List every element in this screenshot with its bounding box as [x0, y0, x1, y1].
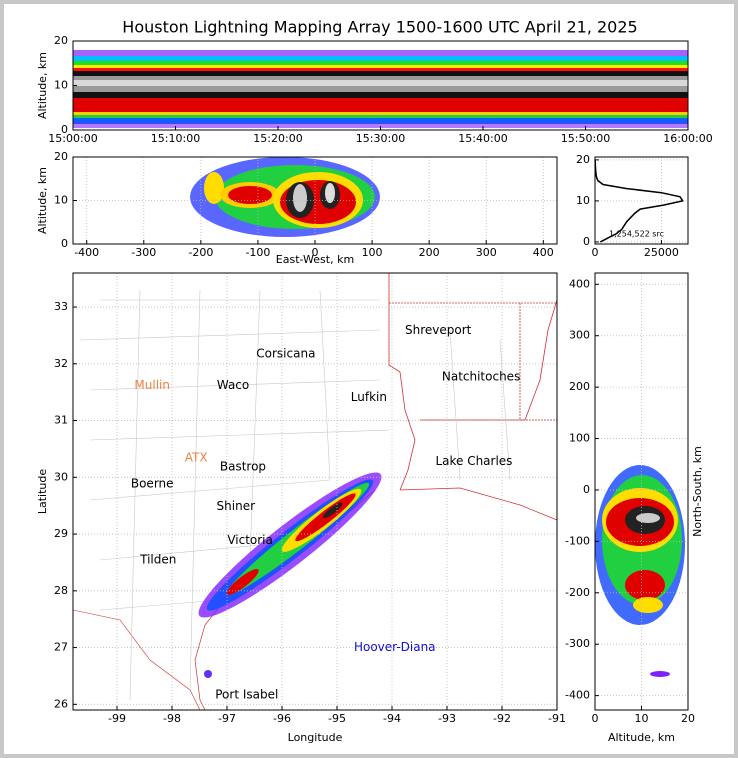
y-tick-label: 26 — [54, 697, 68, 710]
y-tick-label: 33 — [54, 300, 68, 313]
x-tick-label: -92 — [493, 712, 511, 725]
axes-frame — [72, 272, 558, 711]
place-label: Shreveport — [405, 323, 472, 337]
y-tick-label: 30 — [54, 470, 68, 483]
y-tick-label: 20 — [54, 34, 68, 47]
place-label: Corsicana — [256, 347, 315, 361]
altitude-profile — [594, 159, 684, 243]
place-label: Waco — [217, 378, 249, 392]
x-tick-label: 20 — [681, 712, 695, 725]
y-tick-label: -300 — [565, 637, 590, 650]
x-tick-label: -300 — [131, 246, 156, 259]
time-height-density — [73, 41, 688, 130]
x-tick-label: -98 — [163, 712, 181, 725]
x-tick-label: 0 — [592, 246, 599, 259]
place-label: Hoover-Diana — [354, 640, 436, 654]
x-tick-label: 10 — [635, 712, 649, 725]
x-tick-label: -96 — [273, 712, 291, 725]
y-tick-label: 100 — [569, 432, 590, 445]
y-tick-label: 0 — [61, 123, 68, 136]
y-tick-label: 200 — [569, 380, 590, 393]
y-tick-label: -200 — [565, 586, 590, 599]
x-tick-label: 200 — [419, 246, 440, 259]
y-tick-label: 400 — [569, 277, 590, 290]
place-label: Shiner — [217, 499, 256, 513]
x-tick-label: 25000 — [644, 246, 679, 259]
y-tick-label: 32 — [54, 357, 68, 370]
place-label: Boerne — [131, 477, 174, 491]
x-tick-label: 15:00:00 — [48, 132, 97, 145]
place-label: Lufkin — [351, 390, 387, 404]
axes-frame — [594, 156, 689, 245]
y-tick-label: 10 — [54, 194, 68, 207]
place-label: Lake Charles — [435, 454, 512, 468]
y-tick-label: -100 — [565, 534, 590, 547]
x-tick-label: -97 — [218, 712, 236, 725]
place-label: Tilden — [139, 553, 176, 567]
y-tick-label: 28 — [54, 584, 68, 597]
x-tick-label: 100 — [362, 246, 383, 259]
y-tick-label: 20 — [576, 153, 590, 166]
y-tick-label: 29 — [54, 527, 68, 540]
x-tick-label: -400 — [74, 246, 99, 259]
place-label: Victoria — [227, 533, 273, 547]
y-tick-label: 20 — [54, 150, 68, 163]
x-tick-label: -200 — [188, 246, 213, 259]
x-tick-label: 15:10:00 — [151, 132, 200, 145]
y-tick-label: 300 — [569, 329, 590, 342]
y-tick-label: 10 — [54, 79, 68, 92]
y-tick-label: 31 — [54, 414, 68, 427]
y-axis-label: Latitude — [36, 469, 49, 515]
y-axis-label: Altitude, km — [36, 52, 49, 119]
y-tick-label: 10 — [576, 194, 590, 207]
x-tick-label: 15:30:00 — [356, 132, 405, 145]
y-tick-label: -400 — [565, 689, 590, 702]
x-tick-label: 0 — [312, 246, 319, 259]
y-tick-label: 0 — [583, 235, 590, 248]
annotation: 1,254,522 src — [609, 230, 664, 239]
x-axis-label: East-West, km — [276, 253, 354, 266]
map-density — [198, 472, 382, 678]
x-tick-label: 400 — [533, 246, 554, 259]
place-label: Port Isabel — [215, 688, 278, 702]
x-tick-label: -94 — [383, 712, 401, 725]
axes-frame — [594, 272, 689, 711]
place-label: Natchitoches — [442, 369, 520, 383]
y-tick-label: 27 — [54, 641, 68, 654]
x-tick-label: 16:00:00 — [663, 132, 712, 145]
x-tick-label: -100 — [245, 246, 270, 259]
y-axis-label: North-South, km — [691, 446, 704, 537]
y-tick-label: 0 — [583, 483, 590, 496]
x-tick-label: 15:20:00 — [253, 132, 302, 145]
north-south-density — [595, 465, 685, 677]
x-tick-label: 300 — [476, 246, 497, 259]
axes-frame — [72, 40, 689, 131]
x-tick-label: -95 — [328, 712, 346, 725]
chart-title: Houston Lightning Mapping Array 1500-160… — [122, 18, 637, 37]
x-tick-label: 15:40:00 — [458, 132, 507, 145]
x-tick-label: 15:50:00 — [561, 132, 610, 145]
x-tick-label: -99 — [108, 712, 126, 725]
east-west-density — [190, 157, 380, 237]
x-tick-label: -93 — [438, 712, 456, 725]
y-tick-label: 0 — [61, 237, 68, 250]
y-axis-label: Altitude, km — [36, 167, 49, 234]
place-label: Bastrop — [220, 460, 266, 474]
x-tick-label: 0 — [592, 712, 599, 725]
axes-frame — [72, 156, 558, 245]
x-tick-label: -91 — [548, 712, 566, 725]
x-axis-label: Longitude — [288, 731, 343, 744]
place-label: Mullin — [134, 378, 170, 392]
x-axis-label: Altitude, km — [608, 731, 675, 744]
place-label: ATX — [185, 451, 208, 465]
